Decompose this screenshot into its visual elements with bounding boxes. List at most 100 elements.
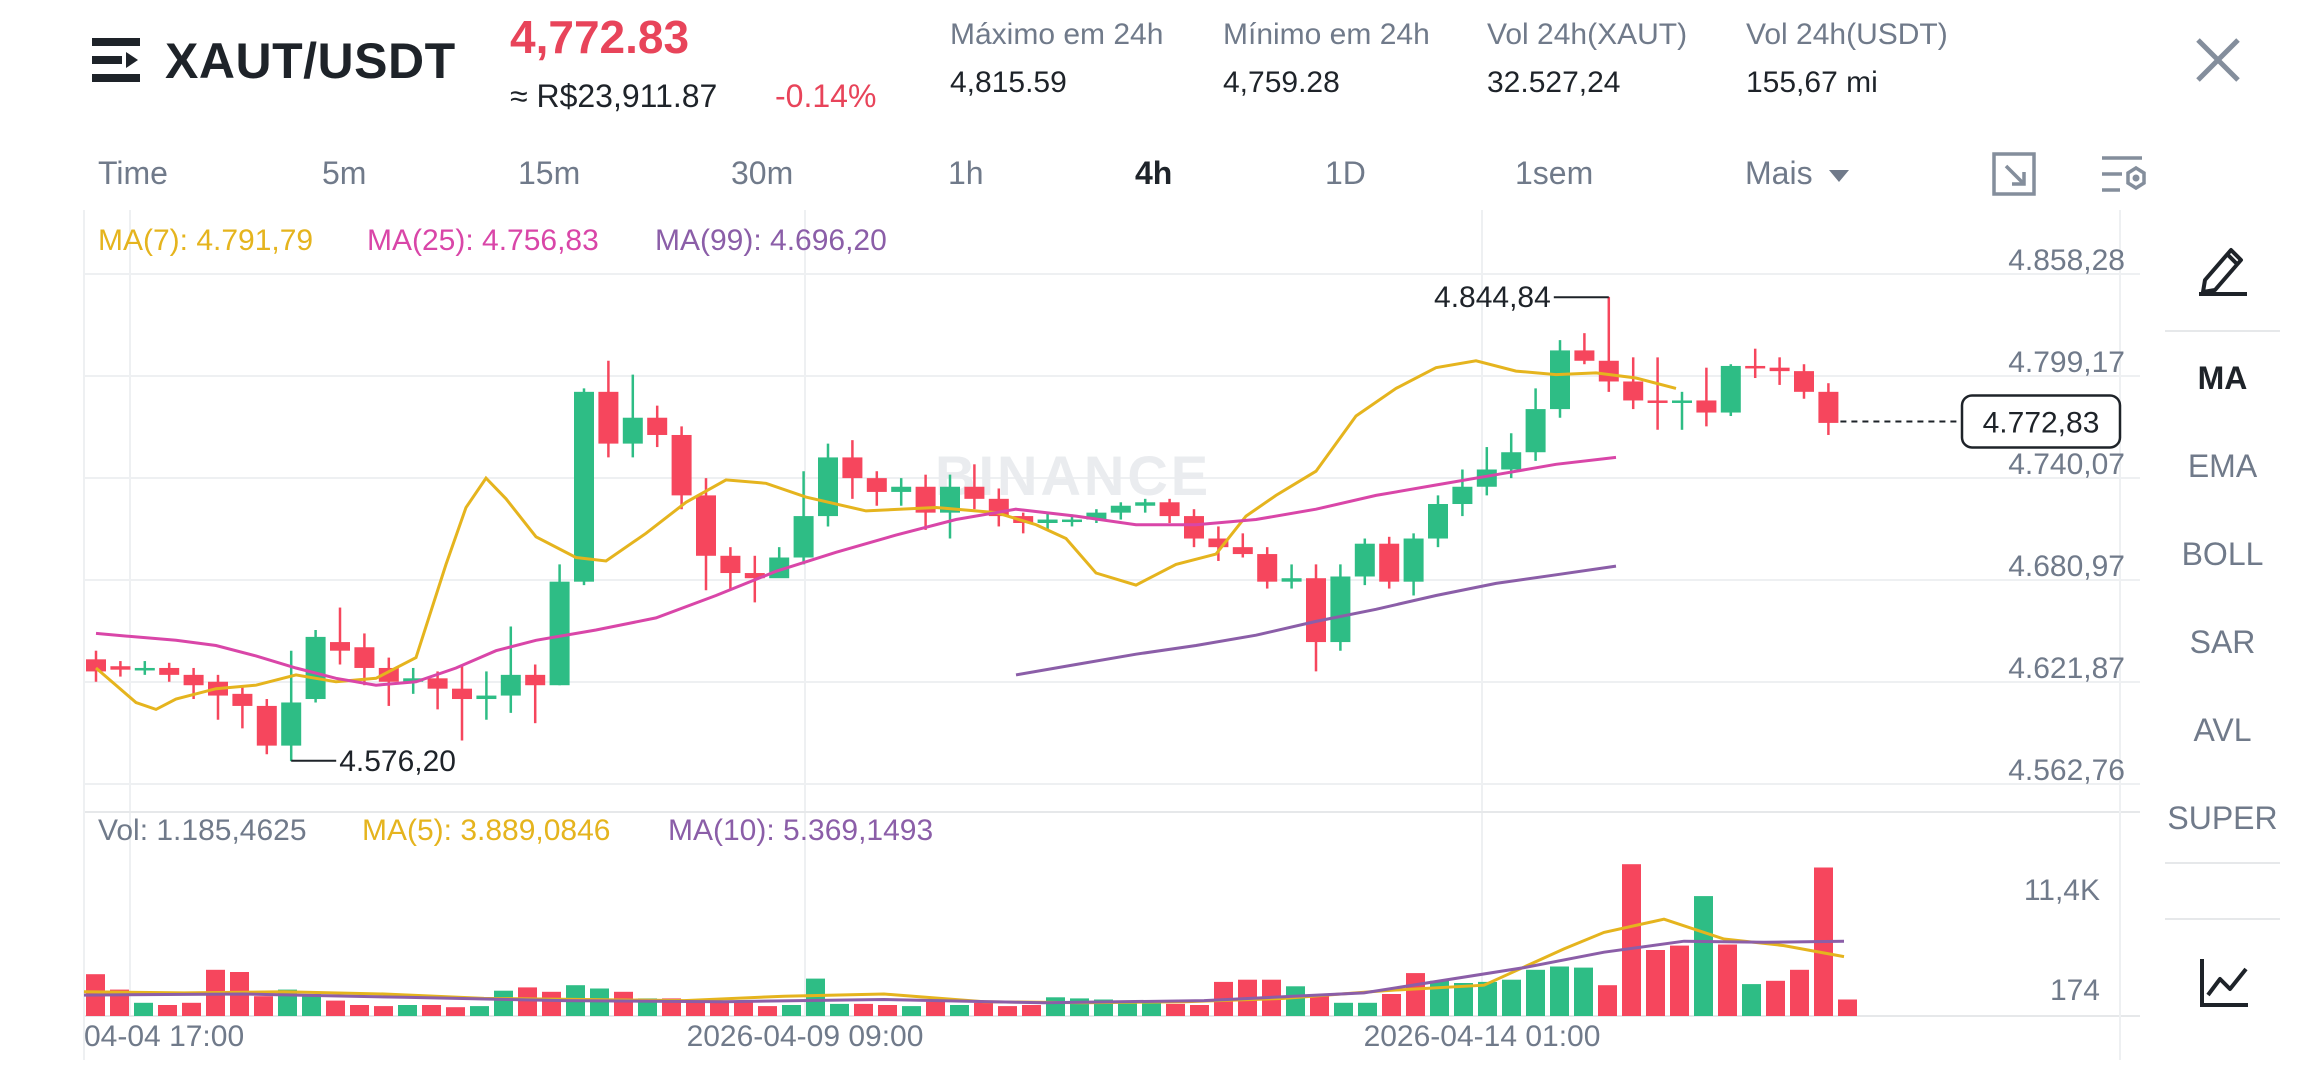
candle-body <box>86 659 106 672</box>
candle-body <box>427 678 448 689</box>
volume-bar <box>1694 896 1713 1016</box>
candle-body <box>1159 502 1180 517</box>
current-price-tag[interactable]: 4.772,83 <box>1960 394 2122 449</box>
indicator-chart-icon[interactable] <box>2198 955 2252 1009</box>
volume-bar <box>422 1005 441 1016</box>
volume-bar <box>1742 984 1761 1016</box>
candle-body <box>1330 576 1351 643</box>
volume-bar <box>830 1003 849 1016</box>
tab-5m[interactable]: 5m <box>322 155 367 191</box>
candle-body <box>1037 519 1058 523</box>
volume-bar <box>302 994 321 1016</box>
candle-body <box>1452 486 1473 505</box>
candle-body <box>1354 543 1375 577</box>
indicator-ema[interactable]: EMA <box>2187 448 2258 484</box>
legend-vol-ma10: MA(10): 5.369,1493 <box>668 814 933 847</box>
menu-icon[interactable] <box>92 36 142 84</box>
volume-bar <box>1646 950 1665 1016</box>
volume-bar <box>1286 986 1305 1016</box>
volume-bar <box>1790 969 1809 1016</box>
candle-body <box>696 495 716 556</box>
candle-body <box>1794 371 1814 392</box>
candle-body <box>866 478 887 492</box>
volume-bar <box>686 1002 705 1016</box>
y-tick-label: 4.799,17 <box>2008 346 2125 379</box>
candle-body <box>1135 502 1156 506</box>
y-tick-label: 4.562,76 <box>2008 754 2125 787</box>
sidebar-divider <box>2165 330 2280 332</box>
candle-body <box>1086 512 1107 520</box>
fullscreen-icon[interactable] <box>1990 150 2042 202</box>
x-label-1: 2026-04-09 09:00 <box>687 1020 924 1053</box>
tab-1h[interactable]: 1h <box>948 155 984 191</box>
chart-settings-icon[interactable] <box>2098 150 2150 202</box>
close-icon[interactable] <box>2188 30 2248 90</box>
volume-bar <box>950 1005 969 1016</box>
candle-body <box>1232 547 1253 555</box>
volume-bar <box>1022 1005 1041 1016</box>
legend-ma25: MA(25): 4.756,83 <box>367 224 599 257</box>
last-price: 4,772.83 <box>510 11 690 63</box>
candle-body <box>110 666 131 670</box>
volume-bar <box>134 1002 153 1016</box>
tab-15m[interactable]: 15m <box>518 155 581 191</box>
candle-body <box>622 417 643 444</box>
indicator-super[interactable]: SUPER <box>2167 800 2278 836</box>
indicator-ma[interactable]: MA <box>2197 360 2248 396</box>
tab-time[interactable]: Time <box>98 155 168 191</box>
candlestick-chart[interactable]: BINANCE 4.858,284.799,174.740,074.680,97… <box>0 0 2140 1080</box>
candle-body <box>793 516 814 558</box>
vol-tick-bottom: 174 <box>2050 974 2100 1007</box>
tab-4h[interactable]: 4h <box>1135 155 1173 191</box>
candle-body <box>549 581 570 686</box>
volume-bar <box>638 998 657 1016</box>
max-price-label: 4.844,84 <box>1434 281 1551 314</box>
stat-vol-base-label: Vol 24h(XAUT) <box>1487 18 1688 51</box>
tab-30m[interactable]: 30m <box>731 155 794 191</box>
candle-body <box>500 674 521 696</box>
volume-bar <box>1358 1002 1377 1016</box>
candle-body <box>1818 391 1839 423</box>
candle-body <box>1623 381 1644 401</box>
candle-body <box>1257 554 1278 582</box>
candle-body <box>818 457 838 517</box>
x-label-2: 2026-04-14 01:00 <box>1364 1020 1601 1053</box>
candles <box>86 296 1839 762</box>
volume-bar <box>854 1003 873 1016</box>
candle-body <box>1574 350 1595 361</box>
tab-1d[interactable]: 1D <box>1325 155 1366 191</box>
candle-body <box>183 674 204 686</box>
indicator-sar[interactable]: SAR <box>2189 624 2256 660</box>
current-price-label: 4.772,83 <box>1983 406 2100 439</box>
candle-body <box>720 555 741 574</box>
candle-body <box>305 636 326 700</box>
volume-bar <box>1334 1002 1353 1016</box>
indicator-avl[interactable]: AVL <box>2193 712 2252 748</box>
tab-1sem[interactable]: 1sem <box>1515 155 1594 191</box>
candle-body <box>1647 400 1668 403</box>
volume-bar <box>710 1000 729 1016</box>
candle-body <box>1062 519 1082 523</box>
volume-bar <box>1766 980 1785 1016</box>
candle-body <box>159 667 180 675</box>
volume-bar <box>182 1002 201 1016</box>
volume-bar <box>398 1005 417 1016</box>
pair-title[interactable]: XAUT/USDT <box>165 33 456 89</box>
candle-body <box>647 417 668 435</box>
vol-ma10-line <box>83 939 1845 1005</box>
candle-body <box>1696 400 1717 413</box>
candle-body <box>1598 360 1619 382</box>
tab-more-label: Mais <box>1745 155 1813 191</box>
volume-bar <box>542 991 561 1016</box>
volume-bar <box>1046 997 1065 1016</box>
volume-bar <box>902 1006 921 1016</box>
tab-more[interactable]: Mais <box>1745 155 1851 192</box>
candle-body <box>1306 578 1326 643</box>
volume-bar <box>1310 994 1329 1016</box>
volume-ma-lines <box>83 917 1845 1005</box>
draw-tool-icon[interactable] <box>2195 240 2251 296</box>
legend-vol-ma5: MA(5): 3.889,0846 <box>362 814 610 847</box>
candle-body <box>525 674 546 686</box>
candle-body <box>1720 365 1741 413</box>
indicator-boll[interactable]: BOLL <box>2181 536 2264 572</box>
